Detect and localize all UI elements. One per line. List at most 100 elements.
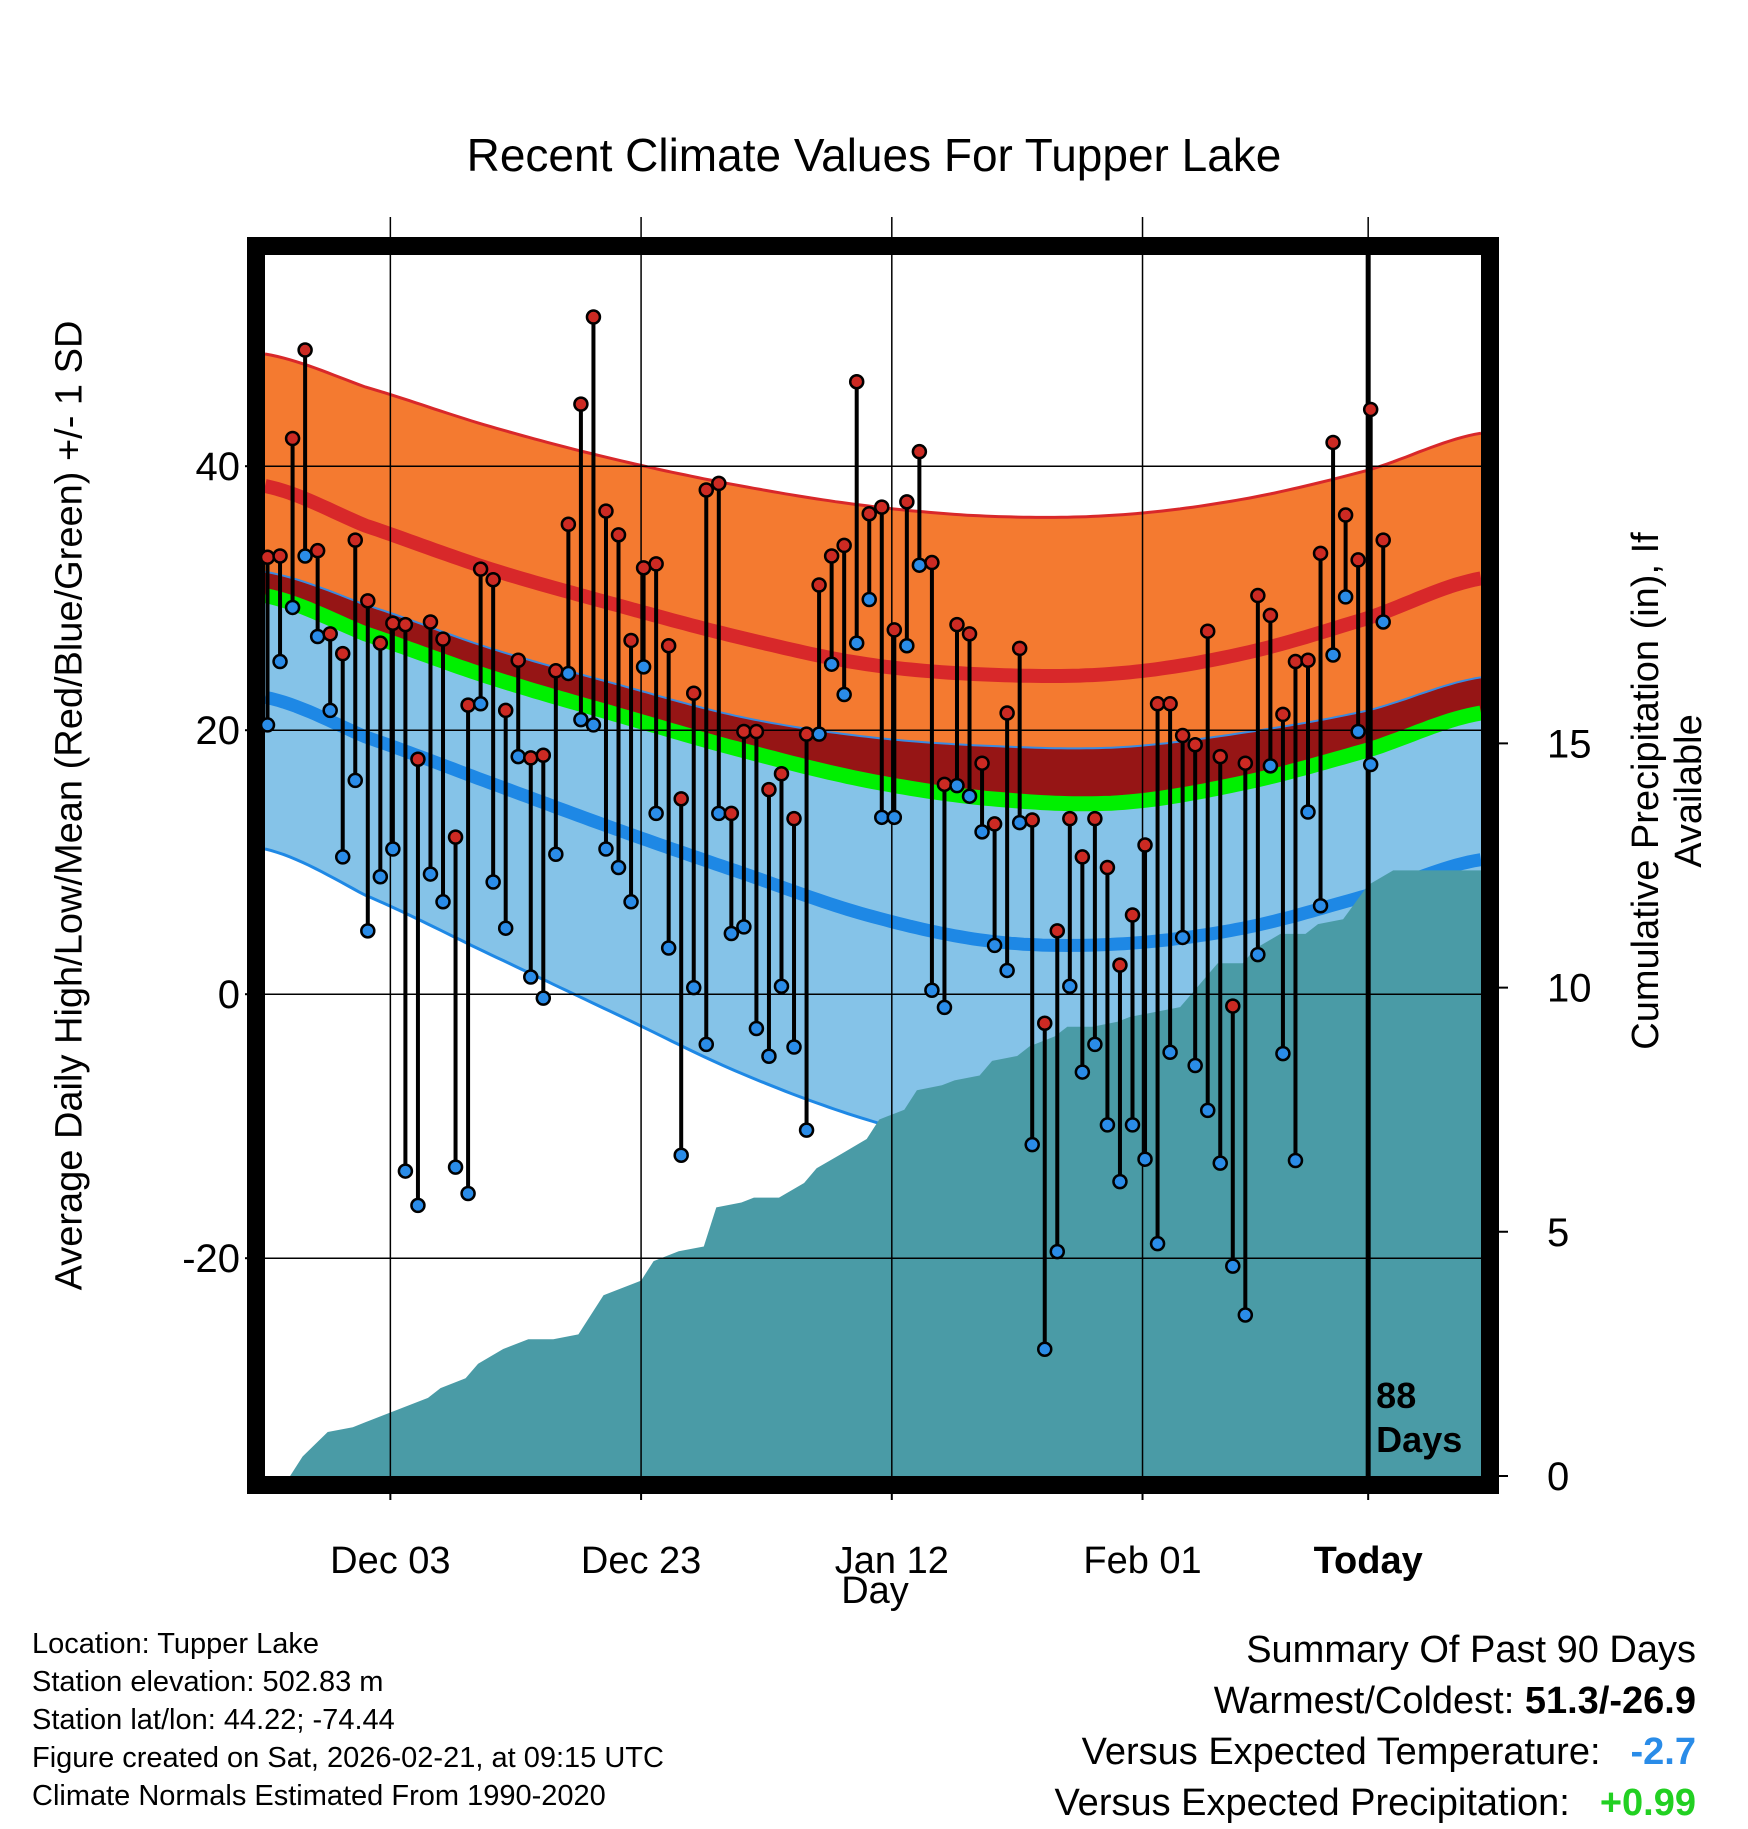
high-point: [410, 751, 426, 767]
low-point: [598, 841, 614, 857]
high-point: [573, 396, 589, 412]
low-point: [1300, 804, 1316, 820]
high-point: [1062, 810, 1078, 827]
high-point: [1212, 748, 1228, 765]
low-point: [961, 788, 978, 804]
low-point: [548, 846, 564, 863]
low-point: [360, 923, 376, 939]
high-point: [1036, 1015, 1053, 1031]
low-point: [472, 696, 489, 712]
low-point: [284, 599, 301, 616]
low-point: [761, 1048, 777, 1064]
low-point: [911, 557, 928, 573]
high-point: [1099, 859, 1116, 876]
low-point: [1036, 1341, 1053, 1358]
high-point: [1124, 907, 1141, 923]
low-point: [272, 653, 288, 670]
high-point: [635, 560, 652, 576]
low-point: [999, 962, 1015, 979]
chart-title: Recent Climate Values For Tupper Lake: [466, 129, 1282, 181]
low-point: [648, 805, 664, 822]
high-point: [786, 810, 802, 827]
low-point: [322, 702, 338, 719]
high-point: [836, 537, 852, 554]
high-normal-line: [265, 479, 1481, 683]
high-point: [1375, 532, 1391, 548]
low-point: [422, 866, 439, 882]
low-point: [786, 1039, 802, 1055]
summary-heading: Summary Of Past 90 Days: [1246, 1629, 1696, 1671]
x-axis-label: Day: [841, 1570, 909, 1612]
low-sd-band: [265, 571, 1481, 1152]
low-point: [523, 969, 539, 985]
high-point: [535, 747, 552, 764]
low-point: [711, 805, 727, 822]
low-point: [974, 824, 990, 840]
low-point: [673, 1147, 689, 1163]
high-point: [1300, 652, 1316, 668]
low-point: [297, 548, 313, 564]
high-point: [397, 616, 414, 633]
summary-warm-cold: Warmest/Coldest: 51.3/-26.9: [1054, 1676, 1696, 1727]
temp-label: Versus Expected Temperature:: [1081, 1731, 1601, 1773]
low-point: [874, 809, 890, 826]
low-point: [1112, 1173, 1128, 1190]
plot-area: [265, 255, 1481, 1476]
observations: [259, 309, 1391, 1358]
high-point: [447, 829, 464, 845]
high-point: [924, 554, 940, 571]
low-point: [610, 859, 627, 876]
high-point: [422, 614, 439, 630]
low-point: [823, 656, 840, 672]
x-tick-label: Jan 12: [835, 1540, 949, 1582]
low-point: [372, 868, 389, 885]
high-point: [548, 663, 564, 679]
y-tick-label: 40: [196, 445, 241, 489]
precip-value: +0.99: [1599, 1782, 1696, 1824]
y-tick-label: -20: [182, 1237, 240, 1281]
low-point: [886, 809, 903, 826]
low-point: [397, 1163, 414, 1179]
high-point: [861, 505, 877, 522]
low-point: [1375, 614, 1391, 630]
high-point: [949, 616, 965, 633]
high-point: [1074, 849, 1091, 865]
today-days-count: 88: [1376, 1375, 1416, 1416]
high-point: [1337, 507, 1354, 523]
low-point: [1149, 1235, 1166, 1252]
high-point: [322, 626, 338, 642]
low-point: [936, 999, 953, 1016]
high-point: [974, 755, 990, 771]
low-point: [485, 874, 501, 890]
high-point: [723, 805, 740, 822]
low-point: [660, 940, 677, 956]
high-point: [297, 342, 313, 358]
low-point: [510, 748, 526, 765]
high-point: [560, 516, 577, 533]
low-point: [736, 919, 752, 935]
high-point: [936, 776, 953, 793]
low-point: [309, 628, 326, 645]
high-point: [360, 593, 376, 609]
high-point: [334, 645, 351, 662]
high-point: [372, 635, 389, 651]
low-point: [986, 937, 1003, 954]
high-point: [798, 726, 815, 742]
low-point: [497, 920, 514, 936]
high-point: [886, 622, 903, 638]
low-point: [535, 990, 552, 1006]
low-point: [585, 717, 602, 733]
high-point: [811, 577, 827, 593]
summary-precip: Versus Expected Precipitation: +0.99: [1054, 1778, 1696, 1829]
low-point: [1124, 1117, 1141, 1133]
x-tick-label: Dec 03: [330, 1540, 450, 1582]
x-tick-label: Today: [1314, 1540, 1423, 1582]
high-point: [259, 549, 276, 566]
high-point: [1162, 696, 1178, 712]
low-point: [798, 1122, 815, 1138]
high-point: [472, 561, 489, 577]
station-info: Location: Tupper Lake Station elevation:…: [32, 1625, 664, 1815]
high-upper-sd-line: [265, 352, 1481, 519]
high-point: [1250, 587, 1266, 604]
